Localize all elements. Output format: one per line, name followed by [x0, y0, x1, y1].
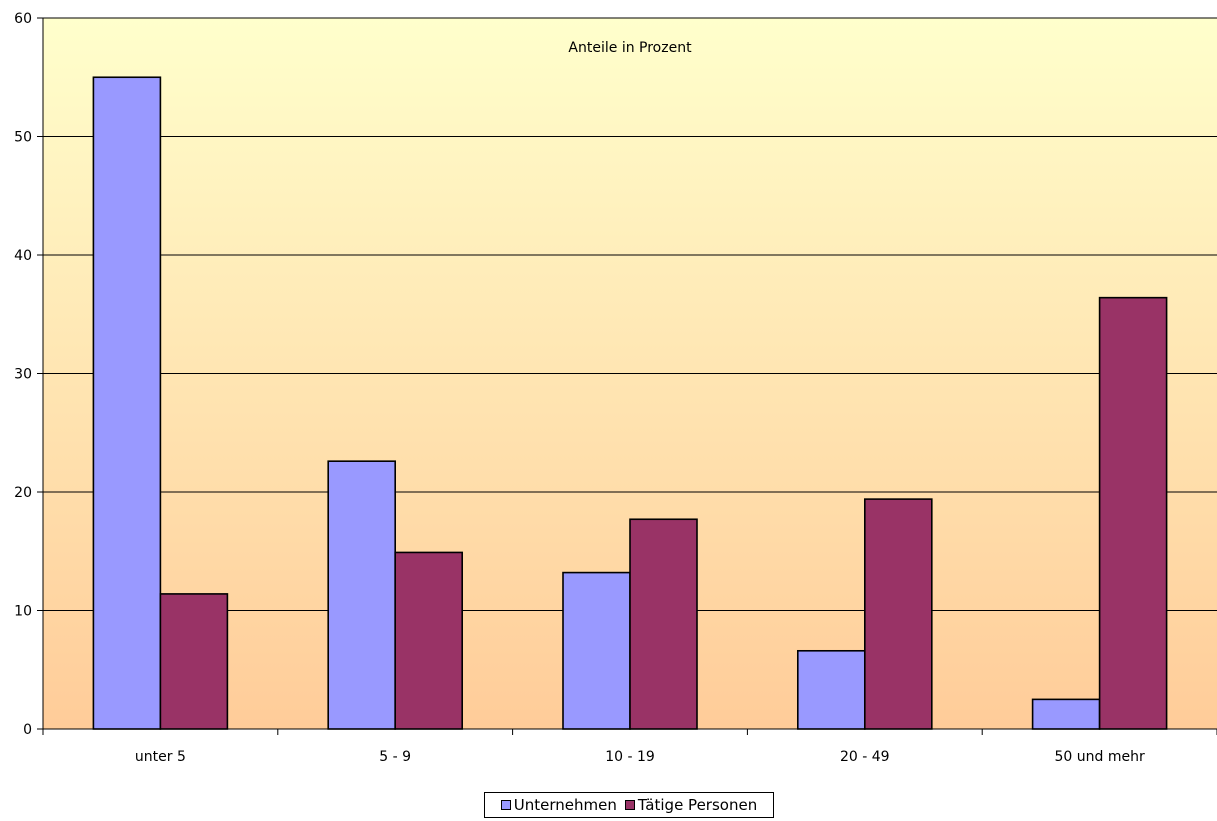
bar-taetige-personen — [159, 593, 229, 730]
x-tick-label: unter 5 — [135, 749, 186, 765]
x-tick-label: 20 - 49 — [840, 749, 890, 765]
legend-label-taetige-personen: Tätige Personen — [637, 796, 758, 814]
y-tick-label: 30 — [14, 367, 32, 383]
x-tick-label: 10 - 19 — [605, 749, 655, 765]
y-tick-label: 20 — [14, 485, 32, 501]
bar-unternehmen — [796, 649, 866, 730]
x-tick-label: 5 - 9 — [379, 749, 411, 765]
chart: 0 10 20 30 40 50 60 unter 5 5 - 9 10 - 19 20 - 49 5… — [14, 11, 1217, 765]
legend-swatch-unternehmen — [500, 800, 511, 810]
bar-unternehmen — [327, 460, 397, 730]
chart-annotation: Anteile in Prozent — [568, 40, 692, 56]
bar-unternehmen — [1031, 698, 1101, 730]
bar-taetige-personen — [629, 518, 698, 730]
bar-unternehmen — [562, 571, 631, 730]
bar-taetige-personen — [1098, 296, 1168, 730]
legend-swatch-taetige-personen — [624, 800, 635, 810]
legend-item-unternehmen: Unternehmen — [500, 796, 617, 814]
y-tick-label: 50 — [14, 130, 32, 146]
y-tick-label: 0 — [23, 722, 32, 738]
legend-item-taetige-personen: Tätige Personen — [624, 796, 758, 814]
y-tick-label: 40 — [14, 248, 32, 264]
bar-taetige-personen — [863, 498, 933, 730]
legend: Unternehmen Tätige Personen — [484, 792, 774, 818]
bar-taetige-personen — [394, 551, 464, 730]
y-tick-label: 60 — [14, 11, 32, 27]
bar-unternehmen — [92, 76, 162, 730]
x-tick-label: 50 und mehr — [1054, 749, 1144, 765]
y-tick-label: 10 — [14, 604, 32, 620]
legend-label-unternehmen: Unternehmen — [513, 796, 617, 814]
